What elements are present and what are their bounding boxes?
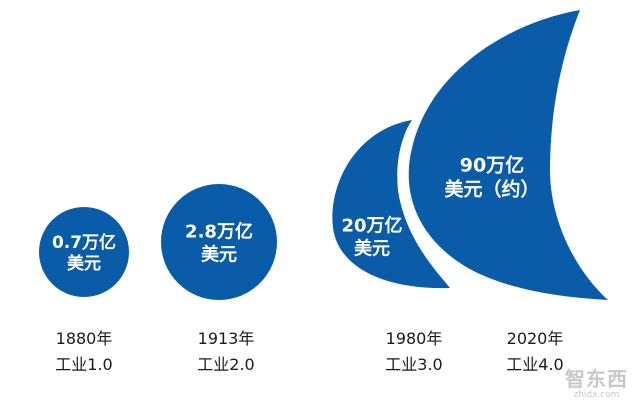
bubble-label-1880: 0.7万亿 美元 [52,233,116,276]
watermark-logo: 智东西 zhidx.com [565,363,628,400]
axis-label-1880: 1880年 工业1.0 [55,326,112,377]
watermark-main: 智东西 [565,367,628,391]
axis-stage-1880: 工业1.0 [55,354,113,374]
bubble-1980 [332,120,450,289]
axis-year-2020: 2020年 [506,329,564,348]
axis-label-1980: 1980年 工业3.0 [385,326,442,377]
axis-stage-2020: 工业4.0 [506,354,564,374]
axis-year-1913: 1913年 [197,329,255,348]
bubble-1913-value: 2.8万亿 [185,221,253,243]
bubble-2020-unit: 美元（约） [444,178,540,200]
bubble-label-1980: 20万亿 美元 [341,216,402,261]
bubble-1880-value: 0.7万亿 [51,232,117,253]
axis-stage-1913: 工业2.0 [197,354,255,374]
bubble-1980-unit: 美元 [354,238,390,259]
axis-year-1880: 1880年 [55,329,113,348]
bubble-1880-unit: 美元 [67,254,101,274]
bubble-1980-value: 20万亿 [341,215,403,237]
axis-stage-1980: 工业3.0 [385,354,443,374]
bubble-2020-value: 90万亿 [459,154,525,177]
bubble-1913-unit: 美元 [200,244,237,265]
watermark-sub: zhidx.com [573,390,620,400]
axis-label-1913: 1913年 工业2.0 [197,326,254,377]
axis-year-1980: 1980年 [385,329,443,348]
bubble-1880 [39,207,129,297]
bubble-1913 [161,184,277,300]
bubble-label-1913: 2.8万亿 美元 [185,222,253,267]
bubble-label-2020: 90万亿 美元（约） [444,154,539,202]
axis-label-2020: 2020年 工业4.0 [506,326,563,377]
bubble-2020 [408,10,608,300]
